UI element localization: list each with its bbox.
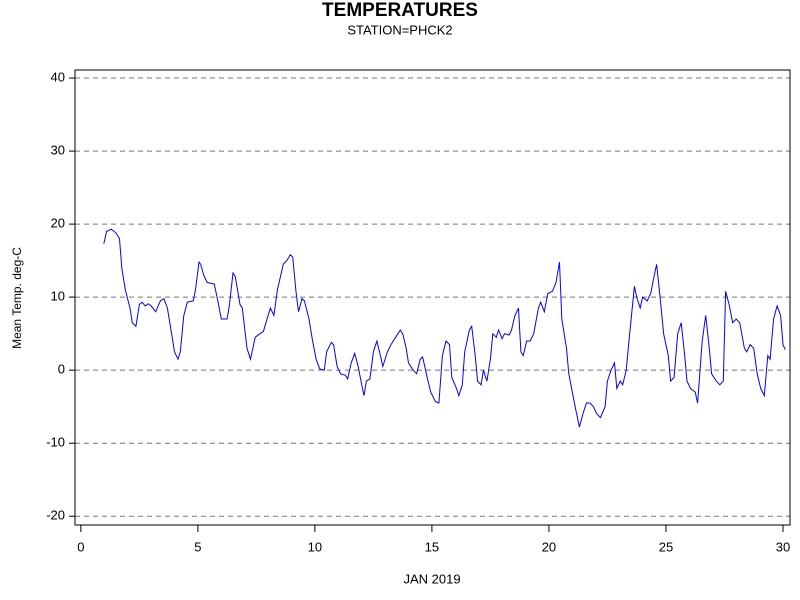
chart-title: TEMPERATURES bbox=[322, 0, 478, 21]
data-line bbox=[103, 228, 786, 428]
y-tick-label: 20 bbox=[51, 216, 65, 231]
x-tick-label: 5 bbox=[194, 539, 201, 554]
x-tick-label: 25 bbox=[659, 539, 673, 554]
x-tick-label: 10 bbox=[308, 539, 322, 554]
y-tick-label: 40 bbox=[51, 69, 65, 84]
y-tick-label: 0 bbox=[58, 362, 65, 377]
y-tick-label: -10 bbox=[46, 435, 65, 450]
x-axis-label: JAN 2019 bbox=[403, 571, 460, 586]
x-tick-label: 15 bbox=[425, 539, 439, 554]
y-tick-label: -20 bbox=[46, 508, 65, 523]
x-tick-label: 30 bbox=[776, 539, 790, 554]
y-tick-label: 30 bbox=[51, 143, 65, 158]
x-tick-label: 0 bbox=[77, 539, 84, 554]
y-axis-label: Mean Temp. deg-C bbox=[10, 247, 24, 349]
chart-subtitle: STATION=PHCK2 bbox=[347, 22, 452, 37]
x-tick-label: 20 bbox=[542, 539, 556, 554]
plot-frame bbox=[74, 69, 791, 526]
y-tick-label: 10 bbox=[51, 289, 65, 304]
